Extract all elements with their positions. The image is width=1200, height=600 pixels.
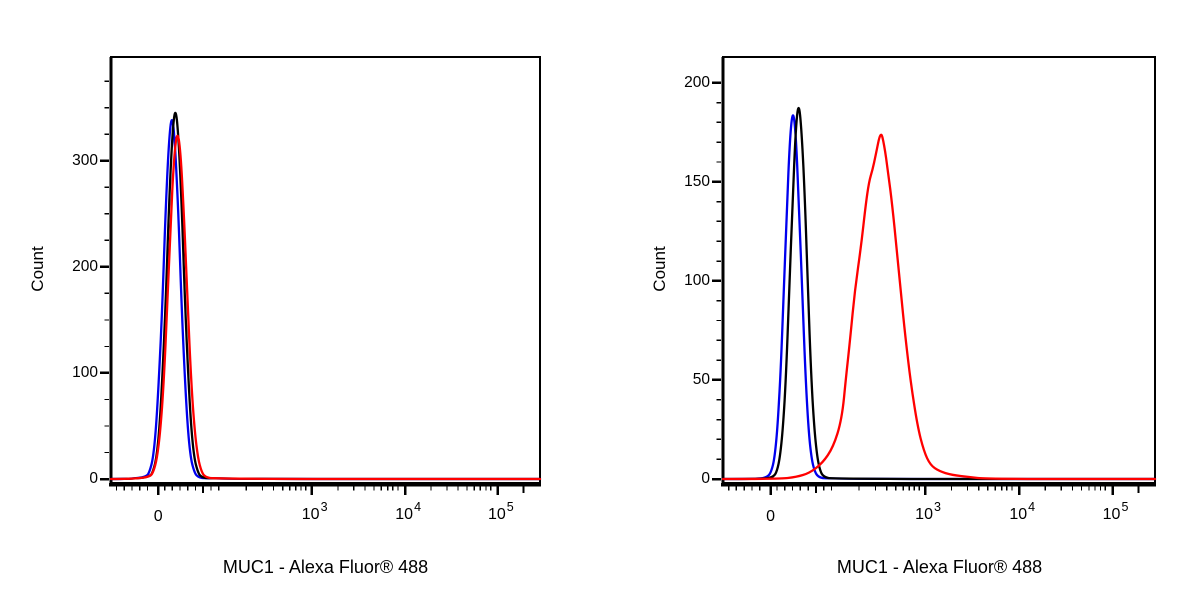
y-axis-title-right: Count — [650, 246, 669, 292]
histogram-red-curve — [721, 133, 1157, 481]
x-axis-title-left: MUC1 - Alexa Fluor® 488 — [222, 557, 429, 577]
plot-frame — [110, 56, 541, 484]
y-axis-title-left: Count — [28, 246, 47, 292]
histogram-red-curve — [109, 134, 542, 481]
histogram-blue-curve — [721, 114, 1157, 481]
x-axis-title-right: MUC1 - Alexa Fluor® 488 — [836, 557, 1043, 577]
plot-frame — [722, 56, 1156, 484]
panel-right-histogram — [712, 56, 1157, 495]
histogram-blue-curve — [109, 118, 542, 481]
panel-left-histogram — [100, 56, 542, 495]
